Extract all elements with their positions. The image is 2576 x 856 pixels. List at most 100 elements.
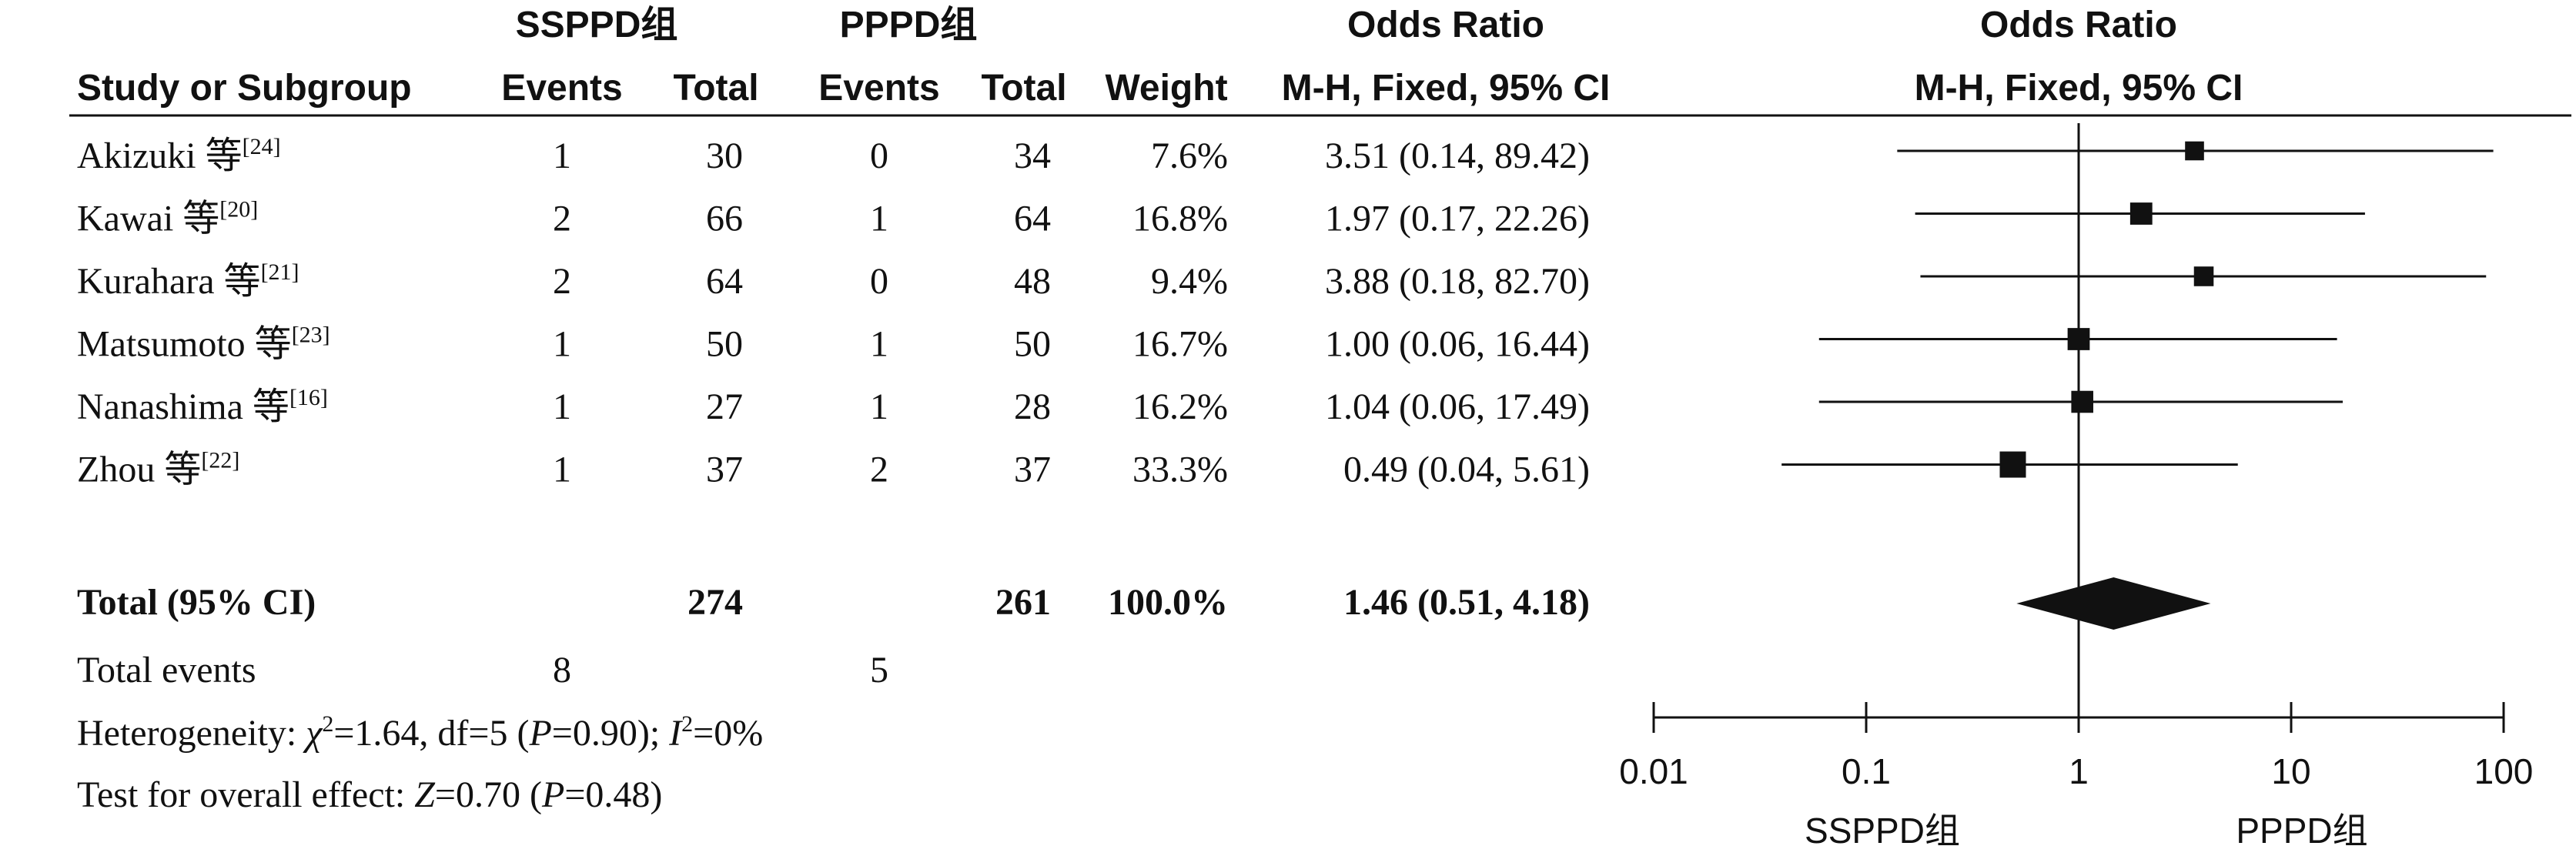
study-name: Matsumoto 等[23] — [77, 323, 330, 365]
overall-p-value: =0.48) — [564, 774, 662, 815]
study-name-text: Akizuki 等 — [77, 135, 243, 176]
heterogeneity-i-symbol: I — [668, 713, 683, 754]
heterogeneity-chi-value: =1.64, df=5 ( — [333, 713, 529, 754]
ci-cell: 1.04 (0.06, 17.49) — [1325, 386, 1590, 427]
pooled-diamond — [2016, 577, 2211, 630]
total1-cell: 37 — [706, 450, 743, 490]
total1-column-header: Total — [673, 68, 758, 109]
x-tick-label: 100 — [2474, 751, 2534, 791]
total1-cell: 66 — [706, 199, 743, 239]
overall-prefix: Test for overall effect: — [77, 774, 414, 815]
study-reference: [21] — [261, 259, 299, 285]
weight-cell: 9.4% — [1151, 261, 1228, 302]
study-marks-layer — [1781, 141, 2494, 630]
study-reference: [20] — [219, 197, 258, 222]
favours-left-label: SSPPD组 — [1805, 811, 1960, 851]
total1-cell: 30 — [706, 135, 743, 176]
ci-cell: 3.88 (0.18, 82.70) — [1325, 261, 1590, 302]
study-name-text: Kurahara 等 — [77, 261, 261, 302]
study-name: Kawai 等[20] — [77, 197, 258, 239]
study-name-text: Zhou 等 — [77, 450, 201, 490]
total1-cell: 50 — [706, 324, 743, 365]
study-name: Nanashima 等[16] — [77, 385, 328, 427]
group1-header: SSPPD组 — [516, 5, 678, 45]
x-tick-label: 0.1 — [1842, 751, 1891, 791]
heterogeneity-text: Heterogeneity: χ2=1.64, df=5 (P=0.90); I… — [77, 711, 763, 754]
point-estimate-square — [2193, 266, 2214, 286]
total2-value: 261 — [995, 582, 1051, 623]
odds-ratio-table-header: Odds Ratio — [1347, 5, 1544, 45]
total1-value: 274 — [687, 582, 743, 623]
events2-cell: 2 — [870, 450, 888, 490]
study-column-header: Study or Subgroup — [77, 68, 412, 109]
table-row: Kurahara 等[21] 2 64 0 48 9.4% 3.88 (0.18, 82.7… — [77, 259, 1590, 302]
events1-cell: 1 — [553, 386, 571, 427]
total-weight-value: 100.0% — [1108, 582, 1228, 623]
overall-z-value: =0.70 ( — [435, 774, 542, 815]
study-reference: [24] — [243, 134, 281, 159]
study-rows: Akizuki 等[24] 1 30 0 34 7.6% 3.51 (0.14, 89.42… — [77, 134, 1590, 490]
method-plot-header: M-H, Fixed, 95% CI — [1915, 68, 2243, 109]
table-row: Kawai 等[20] 2 66 1 64 16.8% 1.97 (0.17, 22.26) — [77, 197, 1590, 239]
heterogeneity-i-exponent: 2 — [681, 711, 693, 737]
group2-header: PPPD组 — [840, 5, 978, 45]
total2-column-header: Total — [981, 68, 1066, 109]
total1-cell: 64 — [706, 261, 743, 302]
events1-cell: 1 — [553, 324, 571, 365]
x-axis: 0.01 0.1 1 10 100 — [1619, 702, 2533, 791]
table-row: Nanashima 等[16] 1 27 1 28 16.2% 1.04 (0.06, 17… — [77, 385, 1590, 427]
study-reference: [22] — [201, 448, 239, 473]
favours-right-label: PPPD组 — [2236, 811, 2367, 851]
weight-cell: 16.2% — [1132, 386, 1228, 427]
study-name: Kurahara 等[21] — [77, 259, 299, 302]
total2-cell: 28 — [1014, 386, 1051, 427]
heterogeneity-p-value: =0.90); — [552, 713, 669, 754]
total-events-label: Total events — [77, 650, 256, 690]
heterogeneity-i-value: =0% — [693, 713, 763, 754]
events1-cell: 1 — [553, 450, 571, 490]
events1-column-header: Events — [501, 68, 622, 109]
total1-cell: 27 — [706, 386, 743, 427]
table-row: Matsumoto 等[23] 1 50 1 50 16.7% 1.00 (0.06, 16… — [77, 323, 1590, 365]
total2-cell: 48 — [1014, 261, 1051, 302]
ci-cell: 1.00 (0.06, 16.44) — [1325, 324, 1590, 365]
overall-p-symbol: P — [541, 774, 564, 815]
odds-ratio-plot-header: Odds Ratio — [1980, 5, 2177, 45]
heterogeneity-prefix: Heterogeneity: — [77, 713, 306, 754]
study-name: Akizuki 等[24] — [77, 134, 281, 176]
events2-cell: 1 — [870, 199, 888, 239]
events2-cell: 1 — [870, 386, 888, 427]
events2-cell: 1 — [870, 324, 888, 365]
study-name-text: Kawai 等 — [77, 199, 219, 239]
heterogeneity-chi-symbol: χ — [303, 713, 323, 754]
total-events1-value: 8 — [553, 650, 571, 690]
overall-z-symbol: Z — [414, 774, 436, 815]
table-row: Zhou 等[22] 1 37 2 37 33.3% 0.49 (0.04, 5.61) — [77, 448, 1590, 490]
ci-cell: 1.97 (0.17, 22.26) — [1325, 199, 1590, 239]
weight-cell: 7.6% — [1151, 135, 1228, 176]
weight-cell: 16.7% — [1132, 324, 1228, 365]
method-table-header: M-H, Fixed, 95% CI — [1282, 68, 1611, 109]
weight-column-header: Weight — [1105, 68, 1227, 109]
ci-cell: 0.49 (0.04, 5.61) — [1343, 450, 1590, 490]
x-tick-label: 1 — [2069, 751, 2089, 791]
events2-cell: 0 — [870, 261, 888, 302]
study-name: Zhou 等[22] — [77, 448, 239, 490]
total-events2-value: 5 — [870, 650, 888, 690]
study-name-text: Matsumoto 等 — [77, 324, 292, 365]
overall-effect-text: Test for overall effect: Z=0.70 (P=0.48) — [77, 774, 662, 815]
total2-cell: 37 — [1014, 450, 1051, 490]
weight-cell: 16.8% — [1132, 199, 1228, 239]
x-tick-label: 10 — [2271, 751, 2310, 791]
heterogeneity-chi-exponent: 2 — [322, 711, 333, 737]
total-label: Total (95% CI) — [77, 582, 316, 623]
table-row: Akizuki 等[24] 1 30 0 34 7.6% 3.51 (0.14, 89.42… — [77, 134, 1590, 176]
total2-cell: 50 — [1014, 324, 1051, 365]
events1-cell: 1 — [553, 135, 571, 176]
ci-cell: 3.51 (0.14, 89.42) — [1325, 135, 1590, 176]
point-estimate-square — [2071, 390, 2093, 413]
events2-cell: 0 — [870, 135, 888, 176]
events2-column-header: Events — [818, 68, 939, 109]
